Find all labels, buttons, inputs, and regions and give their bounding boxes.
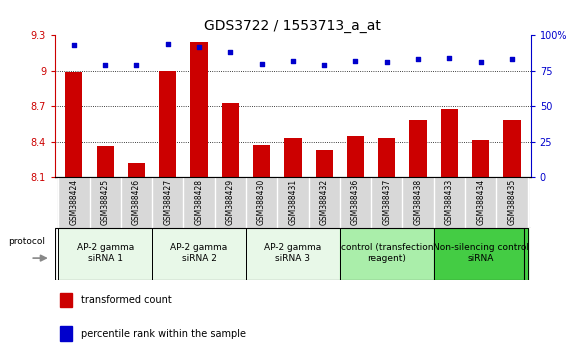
Text: GSM388427: GSM388427 bbox=[163, 178, 172, 225]
Title: GDS3722 / 1553713_a_at: GDS3722 / 1553713_a_at bbox=[205, 19, 381, 33]
Text: GSM388429: GSM388429 bbox=[226, 178, 235, 225]
Bar bbox=[96, 146, 114, 177]
Bar bbox=[152, 228, 246, 280]
Bar bbox=[434, 177, 465, 228]
Bar bbox=[58, 228, 152, 280]
Bar bbox=[340, 228, 434, 280]
Text: GSM388425: GSM388425 bbox=[101, 178, 110, 225]
Point bbox=[382, 59, 392, 65]
Text: AP-2 gamma
siRNA 1: AP-2 gamma siRNA 1 bbox=[77, 243, 134, 263]
Bar bbox=[403, 177, 434, 228]
Bar bbox=[277, 177, 309, 228]
Bar bbox=[434, 228, 528, 280]
Bar bbox=[190, 42, 208, 177]
Text: GSM388436: GSM388436 bbox=[351, 178, 360, 225]
Text: GSM388430: GSM388430 bbox=[257, 178, 266, 225]
Point bbox=[351, 58, 360, 64]
Bar bbox=[434, 228, 528, 280]
Text: GSM388435: GSM388435 bbox=[508, 178, 516, 225]
Text: GSM388431: GSM388431 bbox=[288, 178, 298, 225]
Bar bbox=[340, 228, 434, 280]
Bar bbox=[284, 138, 302, 177]
Bar bbox=[159, 71, 176, 177]
Text: GSM388428: GSM388428 bbox=[194, 178, 204, 224]
Text: transformed count: transformed count bbox=[81, 295, 172, 305]
Bar bbox=[222, 103, 239, 177]
Bar bbox=[246, 177, 277, 228]
Text: GSM388437: GSM388437 bbox=[382, 178, 392, 225]
Text: GSM388434: GSM388434 bbox=[476, 178, 485, 225]
Bar bbox=[465, 177, 496, 228]
Point bbox=[288, 58, 298, 64]
Bar bbox=[152, 177, 183, 228]
Bar bbox=[89, 177, 121, 228]
Bar bbox=[340, 177, 371, 228]
Point bbox=[508, 57, 517, 62]
Bar bbox=[371, 177, 403, 228]
Bar bbox=[253, 145, 270, 177]
Bar bbox=[60, 326, 72, 341]
Text: control (transfection
reagent): control (transfection reagent) bbox=[340, 243, 433, 263]
Point bbox=[163, 41, 172, 47]
Point bbox=[226, 50, 235, 55]
Bar bbox=[58, 177, 89, 228]
Bar bbox=[409, 120, 427, 177]
Point bbox=[414, 57, 423, 62]
Text: Non-silencing control
siRNA: Non-silencing control siRNA bbox=[433, 243, 528, 263]
Bar bbox=[60, 293, 72, 307]
Text: AP-2 gamma
siRNA 3: AP-2 gamma siRNA 3 bbox=[264, 243, 321, 263]
Point bbox=[69, 42, 78, 48]
Bar bbox=[215, 177, 246, 228]
Text: GSM388433: GSM388433 bbox=[445, 178, 454, 225]
Point bbox=[132, 62, 141, 68]
Bar bbox=[121, 177, 152, 228]
Point bbox=[320, 62, 329, 68]
Text: GSM388432: GSM388432 bbox=[320, 178, 329, 225]
Bar bbox=[246, 228, 340, 280]
Bar bbox=[66, 72, 82, 177]
Point bbox=[476, 59, 485, 65]
Point bbox=[194, 44, 204, 50]
Text: GSM388426: GSM388426 bbox=[132, 178, 141, 225]
Bar bbox=[309, 177, 340, 228]
Bar bbox=[152, 228, 246, 280]
Bar bbox=[347, 136, 364, 177]
Text: GSM388424: GSM388424 bbox=[70, 178, 78, 225]
Text: protocol: protocol bbox=[8, 237, 45, 246]
Text: GSM388438: GSM388438 bbox=[414, 178, 423, 225]
Bar bbox=[472, 141, 490, 177]
Bar bbox=[246, 228, 340, 280]
Bar bbox=[128, 163, 145, 177]
Bar bbox=[316, 150, 333, 177]
Point bbox=[257, 61, 266, 67]
Point bbox=[445, 55, 454, 61]
Bar bbox=[496, 177, 528, 228]
Bar bbox=[503, 120, 520, 177]
Point bbox=[100, 62, 110, 68]
Bar bbox=[441, 109, 458, 177]
Bar bbox=[378, 138, 396, 177]
Text: percentile rank within the sample: percentile rank within the sample bbox=[81, 329, 246, 339]
Text: AP-2 gamma
siRNA 2: AP-2 gamma siRNA 2 bbox=[171, 243, 228, 263]
Bar bbox=[58, 228, 152, 280]
Bar bbox=[183, 177, 215, 228]
